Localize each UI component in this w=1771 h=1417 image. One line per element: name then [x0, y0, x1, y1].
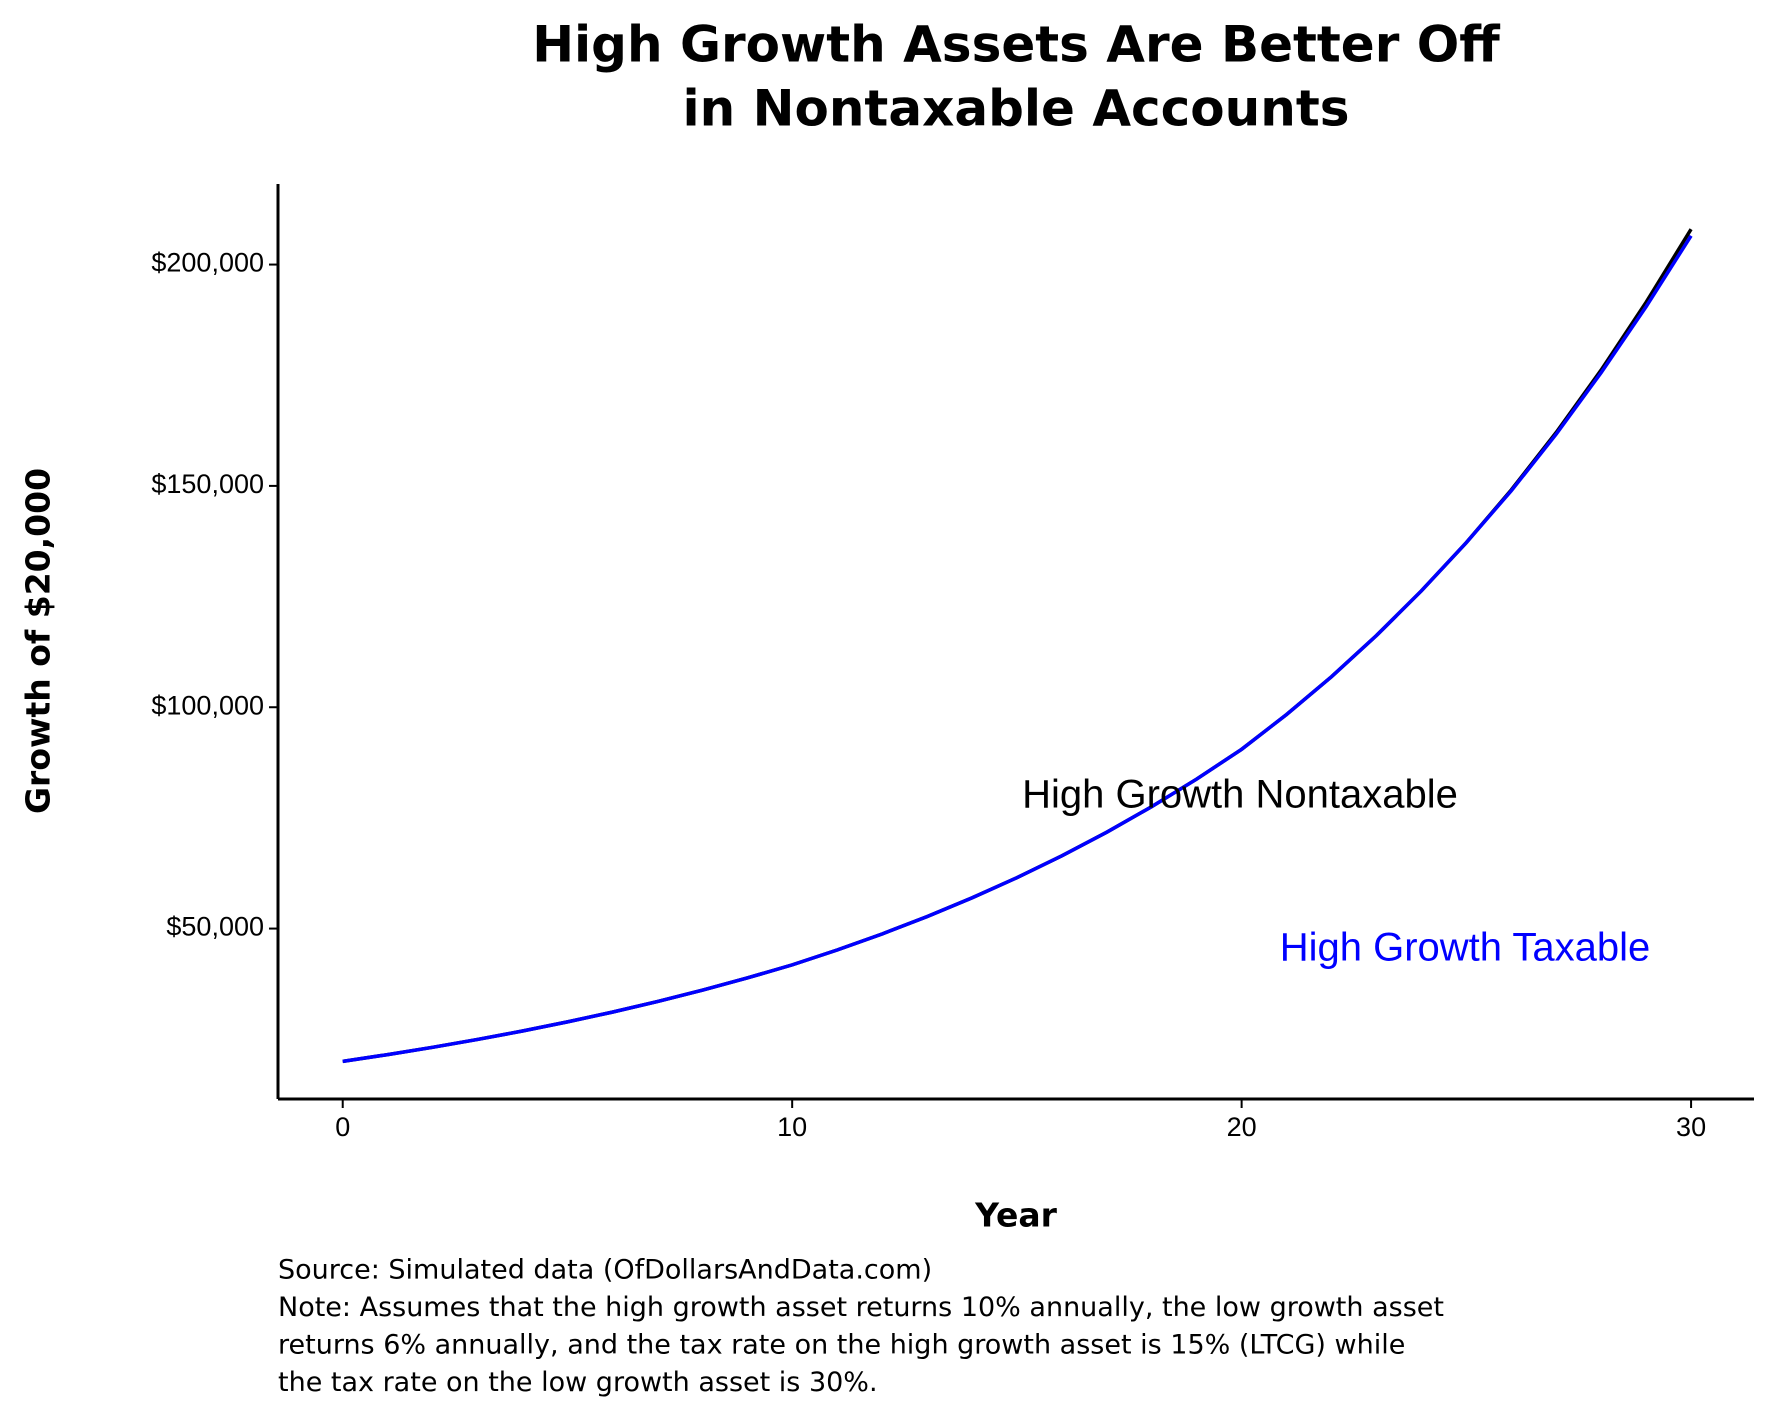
caption: the tax rate on the low growth asset is …: [278, 1367, 878, 1398]
x-tick-label: 10: [777, 1112, 807, 1142]
caption: returns 6% annually, and the tax rate on…: [278, 1330, 1405, 1361]
line: [342, 234, 1693, 1064]
y-tick-label: $150,000: [151, 469, 264, 499]
y-tick-label: $200,000: [151, 248, 264, 278]
series-label: High Growth Nontaxable: [1022, 773, 1458, 817]
x-axis-title: Year: [974, 1196, 1058, 1235]
chart-title: in Nontaxable Accounts: [683, 80, 1350, 138]
series-label: High Growth Taxable: [1280, 926, 1651, 970]
y-tick-label: $50,000: [166, 912, 264, 942]
x-tick-label: 30: [1676, 1112, 1706, 1142]
y-axis-title: Growth of $20,000: [19, 468, 58, 814]
x-tick-label: 0: [335, 1112, 350, 1142]
x-tick-label: 20: [1227, 1112, 1257, 1142]
chart-title: High Growth Assets Are Better Off: [532, 16, 1500, 74]
caption: Note: Assumes that the high growth asset…: [278, 1292, 1444, 1323]
y-tick-label: $100,000: [151, 690, 264, 720]
caption: Source: Simulated data (OfDollarsAndData…: [278, 1255, 932, 1286]
